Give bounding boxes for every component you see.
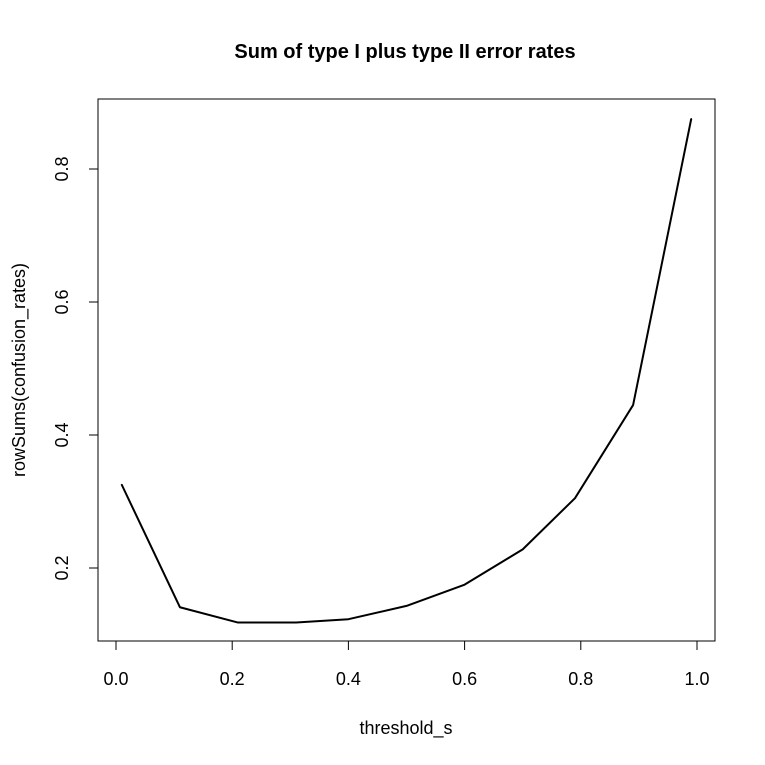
x-tick-label: 0.0 <box>103 669 128 689</box>
y-tick-label: 0.6 <box>52 289 72 314</box>
x-tick-label: 0.8 <box>568 669 593 689</box>
x-axis-label: threshold_s <box>359 718 452 739</box>
x-tick-label: 0.2 <box>220 669 245 689</box>
x-axis-ticks: 0.0 0.2 0.4 0.6 0.8 1.0 <box>103 641 710 689</box>
y-tick-label: 0.8 <box>52 156 72 181</box>
chart-title: Sum of type I plus type II error rates <box>234 41 575 63</box>
y-axis-ticks: 0.2 0.4 0.6 0.8 <box>52 156 98 581</box>
x-tick-label: 0.4 <box>336 669 361 689</box>
x-tick-label: 1.0 <box>684 669 709 689</box>
y-tick-label: 0.2 <box>52 555 72 580</box>
y-axis-label: rowSums(confusion_rates) <box>9 263 30 477</box>
x-tick-label: 0.6 <box>452 669 477 689</box>
plot-frame <box>97 98 716 642</box>
series-line <box>120 118 693 624</box>
y-tick-label: 0.4 <box>52 422 72 447</box>
